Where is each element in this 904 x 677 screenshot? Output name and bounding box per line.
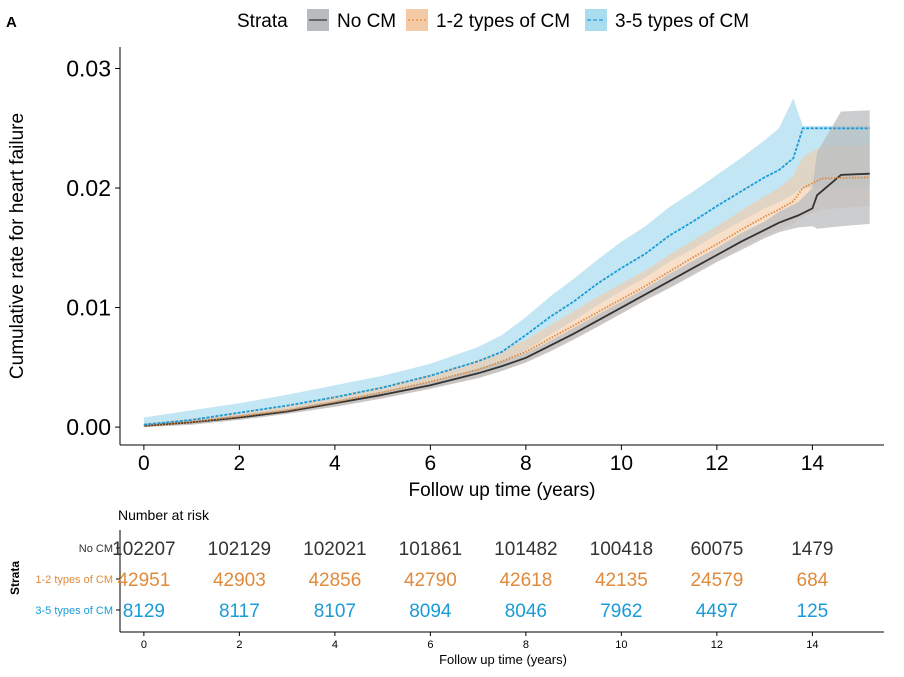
risk-count-cm-3-5: 4497	[696, 601, 738, 622]
risk-count-no-cm: 1479	[791, 539, 833, 560]
risk-x-tick-label: 0	[141, 639, 147, 651]
risk-x-tick-label: 14	[806, 639, 818, 651]
risk-x-tick-label: 10	[615, 639, 627, 651]
y-tick-label: 0.00	[66, 414, 111, 440]
risk-count-cm-3-5: 8094	[409, 601, 452, 622]
risk-count-no-cm: 102021	[303, 539, 366, 560]
x-tick-label: 0	[138, 452, 150, 475]
legend-label-no-cm: No CM	[337, 11, 396, 32]
y-axis-label: Cumulative rate for heart failure	[7, 113, 28, 379]
risk-x-tick-label: 8	[523, 639, 529, 651]
legend-label-cm-3-5: 3-5 types of CM	[615, 11, 749, 32]
x-tick-label: 14	[801, 452, 825, 475]
legend-entry-no-cm: No CM	[307, 9, 396, 32]
risk-count-cm-1-2: 42856	[308, 570, 361, 591]
risk-table-strata-label: Strata	[8, 561, 22, 595]
y-tick-label: 0.01	[66, 295, 111, 321]
risk-count-no-cm: 101861	[399, 539, 462, 560]
risk-count-no-cm: 100418	[590, 539, 653, 560]
y-tick-label: 0.03	[66, 56, 111, 82]
risk-count-cm-3-5: 7962	[600, 601, 642, 622]
risk-x-tick-label: 12	[711, 639, 723, 651]
risk-count-cm-1-2: 42135	[595, 570, 648, 591]
risk-count-no-cm: 102129	[208, 539, 271, 560]
risk-count-cm-3-5: 8046	[505, 601, 547, 622]
risk-count-cm-3-5: 125	[797, 601, 829, 622]
risk-count-cm-1-2: 42951	[117, 570, 170, 591]
risk-count-cm-1-2: 42903	[213, 570, 266, 591]
plot-area	[143, 98, 870, 428]
risk-table: No CM 102207 102129 102021 101861 101482 10041…	[35, 530, 884, 651]
series-line-no-cm	[143, 172, 870, 427]
risk-count-cm-1-2: 42618	[499, 570, 552, 591]
confidence-band-cm-1-2	[143, 145, 870, 428]
risk-row-label-no-cm: No CM	[79, 543, 113, 555]
risk-count-cm-1-2: 684	[797, 570, 829, 591]
risk-count-cm-3-5: 8107	[314, 601, 356, 622]
legend-entry-cm-1-2: 1-2 types of CM	[406, 9, 570, 32]
x-axis-label: Follow up time (years)	[409, 480, 596, 501]
panel-label: A	[6, 14, 17, 31]
x-tick-label: 12	[705, 452, 728, 475]
risk-count-cm-1-2: 42790	[404, 570, 457, 591]
risk-count-cm-3-5: 8117	[219, 601, 260, 622]
risk-row-label-cm-1-2: 1-2 types of CM	[35, 574, 113, 586]
risk-count-cm-3-5: 8129	[123, 601, 165, 622]
risk-count-no-cm: 102207	[112, 539, 175, 560]
risk-x-tick-label: 6	[427, 639, 433, 651]
risk-count-no-cm: 60075	[690, 539, 743, 560]
risk-row-label-cm-3-5: 3-5 types of CM	[35, 605, 113, 617]
legend-label-cm-1-2: 1-2 types of CM	[436, 11, 570, 32]
risk-table-title: Number at risk	[118, 507, 210, 523]
x-tick-label: 10	[610, 452, 633, 475]
x-tick-label: 4	[329, 452, 341, 475]
legend: Strata No CM 1-2 types of CM 3-5 types o…	[237, 9, 749, 32]
y-tick-label: 0.02	[66, 175, 111, 201]
risk-x-tick-label: 4	[332, 639, 338, 651]
series-line-cm-1-2	[143, 176, 870, 427]
legend-entry-cm-3-5: 3-5 types of CM	[585, 9, 749, 32]
risk-table-x-label: Follow up time (years)	[439, 652, 567, 667]
x-tick-label: 2	[234, 452, 246, 475]
risk-count-cm-1-2: 24579	[690, 570, 743, 591]
x-tick-label: 8	[520, 452, 532, 475]
series-line-cm-3-5	[143, 127, 870, 426]
risk-x-tick-label: 2	[236, 639, 242, 651]
risk-count-no-cm: 101482	[494, 539, 557, 560]
x-tick-label: 6	[425, 452, 437, 475]
axes: 0.00 0.01 0.02 0.03 0 2 4 6 8 10 12 14	[66, 47, 884, 475]
legend-title: Strata	[237, 11, 288, 32]
confidence-band-cm-3-5	[143, 98, 870, 428]
